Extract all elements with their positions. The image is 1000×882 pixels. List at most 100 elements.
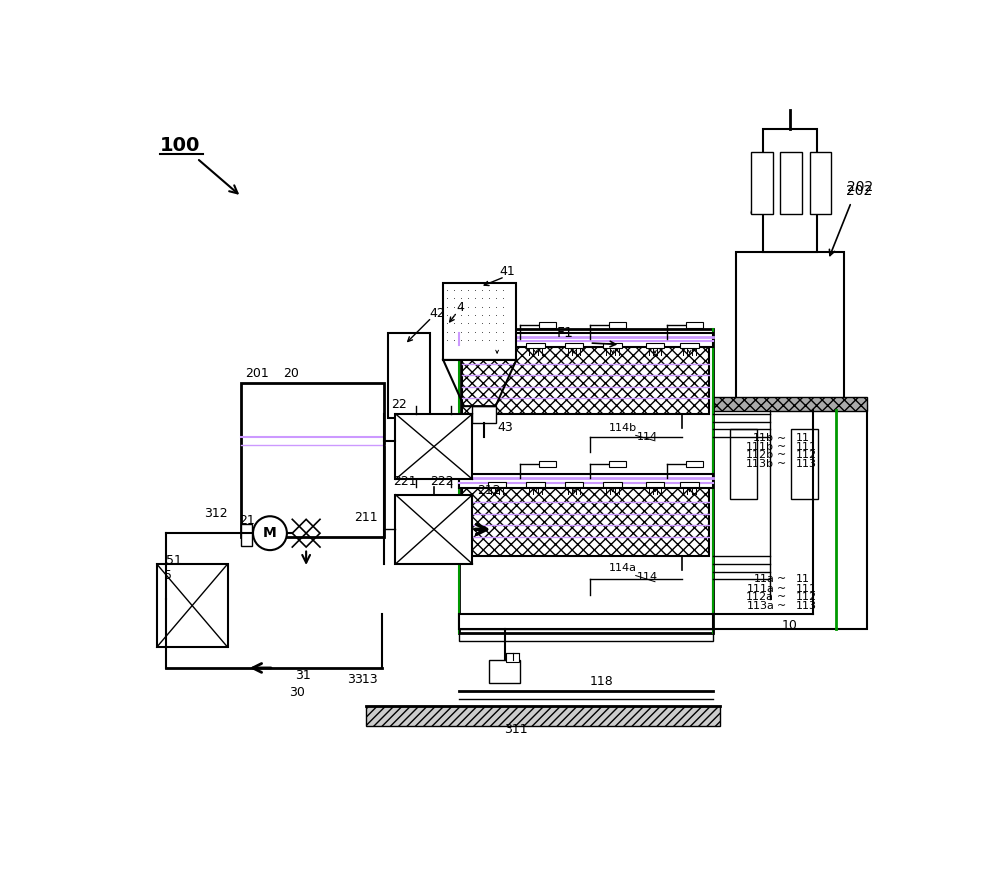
Bar [459,333,713,347]
Text: 20: 20 [284,367,299,380]
Bar [506,653,519,662]
Text: ~: ~ [777,451,786,460]
Text: .: . [446,291,449,301]
Text: .: . [474,317,477,326]
Text: 114b: 114b [609,422,637,433]
Bar [565,343,583,348]
Text: .: . [488,282,491,293]
Text: ~: ~ [777,442,786,452]
Text: 43: 43 [497,422,513,434]
Text: .: . [474,333,477,343]
Text: 201: 201 [245,367,269,380]
Bar [603,343,622,348]
Text: 112a: 112a [746,592,774,602]
Text: 118: 118 [589,676,613,688]
Text: 113: 113 [796,601,817,610]
Text: .: . [495,325,498,335]
Bar [395,495,472,564]
Text: .: . [474,300,477,310]
Bar [395,414,472,479]
Text: 21: 21 [239,513,255,527]
Text: 100: 100 [160,137,200,155]
Bar [462,487,709,557]
Text: 111a: 111a [746,584,774,594]
Text: 114: 114 [637,432,658,442]
Text: .: . [481,300,484,310]
Text: 312: 312 [204,507,228,520]
Bar [443,283,516,360]
Text: 112: 112 [796,592,817,602]
Text: 313: 313 [354,673,378,686]
Bar [730,430,757,498]
Text: 202: 202 [846,183,872,198]
Text: 22: 22 [391,398,406,411]
Text: .: . [474,325,477,335]
Text: .: . [481,317,484,326]
Bar [388,333,430,418]
Text: .: . [467,300,470,310]
Text: 5: 5 [164,569,172,582]
Bar [459,474,713,488]
Text: 4: 4 [456,301,464,314]
Text: .: . [488,300,491,310]
Text: 42: 42 [429,307,445,320]
Text: .: . [460,325,463,335]
Bar [680,482,699,487]
Text: ~: ~ [777,601,786,610]
Text: .: . [488,325,491,335]
Text: .: . [453,308,456,318]
Text: 11b: 11b [753,433,774,444]
Text: 114a: 114a [609,563,637,572]
Text: .: . [481,333,484,343]
Text: 113a: 113a [746,601,774,610]
Text: .: . [495,282,498,293]
Bar [462,345,709,414]
Bar [359,524,372,534]
Bar [646,482,664,487]
Text: .: . [446,333,449,343]
Text: .: . [460,282,463,293]
Text: 11: 11 [796,574,810,585]
Bar [791,430,818,498]
Text: 113: 113 [796,459,817,469]
Bar [459,329,713,633]
Bar [609,322,626,328]
Text: .: . [488,333,491,343]
Bar [686,460,703,467]
Bar [459,614,713,630]
Text: .: . [488,291,491,301]
Text: 51: 51 [166,554,182,566]
Bar [241,524,252,545]
Text: .: . [446,325,449,335]
Text: 211: 211 [354,512,378,524]
Text: ~: ~ [777,433,786,444]
Text: .: . [474,282,477,293]
Bar [459,630,713,641]
Text: 112: 112 [796,451,817,460]
Text: 11: 11 [796,433,810,444]
Text: ~: ~ [777,592,786,602]
Text: .: . [488,317,491,326]
Text: .: . [460,308,463,318]
Text: .: . [481,308,484,318]
Text: .: . [481,282,484,293]
Text: 10: 10 [782,619,798,632]
Text: 111: 111 [796,442,817,452]
Bar [736,252,844,406]
Text: .: . [446,300,449,310]
Text: 11a: 11a [753,574,774,585]
Text: 112b: 112b [746,451,774,460]
Text: ~: ~ [777,459,786,469]
Text: 222: 222 [430,475,453,488]
Text: .: . [467,333,470,343]
Text: .: . [467,291,470,301]
Text: .: . [502,291,505,301]
Text: .: . [467,282,470,293]
Text: .: . [446,282,449,293]
Text: 31: 31 [295,669,311,682]
Text: .: . [460,291,463,301]
Bar [539,460,556,467]
Bar [157,564,228,647]
Bar [763,129,817,252]
Text: .: . [453,317,456,326]
